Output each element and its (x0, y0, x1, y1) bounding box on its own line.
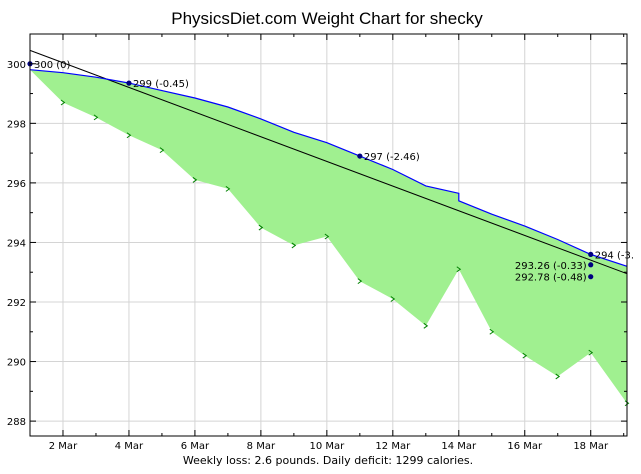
scale-weight-marker (555, 373, 561, 380)
plot-frame (29, 33, 628, 437)
y-tick-label: 292 (7, 298, 26, 309)
regression-line (29, 49, 628, 275)
x-tick-label: 10 Mar (309, 441, 345, 452)
scale-weight-marker (60, 99, 66, 106)
x-tick-label: 12 Mar (375, 441, 411, 452)
scale-weight-marker (258, 224, 264, 231)
x-tick-label: 16 Mar (507, 441, 543, 452)
scale-weight-marker (291, 242, 297, 249)
data-point-label: 292.78 (-0.48) (515, 273, 587, 284)
scale-weight-marker (588, 349, 594, 356)
chart-title: PhysicsDiet.com Weight Chart for shecky (171, 9, 483, 28)
scale-weight-marker (357, 278, 363, 285)
chart-footer: Weekly loss: 2.6 pounds. Daily deficit: … (183, 454, 473, 467)
scale-weight-marker (93, 114, 99, 121)
scale-weight-marker (159, 147, 165, 154)
scale-weight-marker (192, 177, 198, 183)
scale-weight-marker (624, 400, 630, 407)
scale-weight-marker (126, 132, 132, 139)
scale-weight-marker (324, 233, 330, 240)
scale-weight-marker (423, 322, 429, 329)
y-tick-label: 290 (7, 358, 26, 369)
scale-markers (60, 99, 630, 407)
series-lines (29, 49, 628, 275)
data-point-label: 300 (0) (34, 60, 71, 71)
y-tick-label: 298 (7, 119, 26, 130)
axis-ticks (29, 33, 627, 436)
scale-weight-marker (456, 266, 462, 273)
trend-line (29, 69, 628, 267)
data-point-label: 299 (-0.45) (133, 79, 189, 90)
data-point-label: 297 (-2.46) (364, 152, 420, 163)
data-point-label: 293.26 (-0.33) (515, 261, 587, 272)
y-tick-label: 288 (7, 417, 26, 428)
tick-labels: 2 Mar 4 Mar 6 Mar 8 Mar 10 Mar 12 Mar 14 Mar 16… (7, 60, 609, 452)
data-point (588, 262, 594, 268)
x-tick-label: 18 Mar (573, 441, 609, 452)
data-point (357, 153, 363, 159)
scale-weight-marker (225, 185, 231, 192)
x-tick-label: 14 Mar (441, 441, 477, 452)
scale-weight-marker (390, 296, 396, 302)
data-point (588, 251, 594, 257)
x-tick-label: 2 Mar (49, 441, 78, 452)
scale-weight-marker (522, 352, 528, 359)
y-tick-label: 300 (7, 60, 26, 71)
x-tick-label: 8 Mar (247, 441, 276, 452)
x-tick-label: 4 Mar (115, 441, 144, 452)
y-tick-label: 294 (7, 238, 26, 249)
labeled-points: 300 (0) 299 (-0.45) 297 (-2.46) 294 (-3. 293… (27, 60, 634, 284)
y-tick-label: 296 (7, 179, 26, 190)
data-point (588, 274, 594, 280)
data-point-label: 294 (-3. (595, 250, 634, 261)
scale-weight-marker (489, 328, 495, 335)
x-tick-label: 6 Mar (181, 441, 210, 452)
data-point (126, 80, 132, 86)
